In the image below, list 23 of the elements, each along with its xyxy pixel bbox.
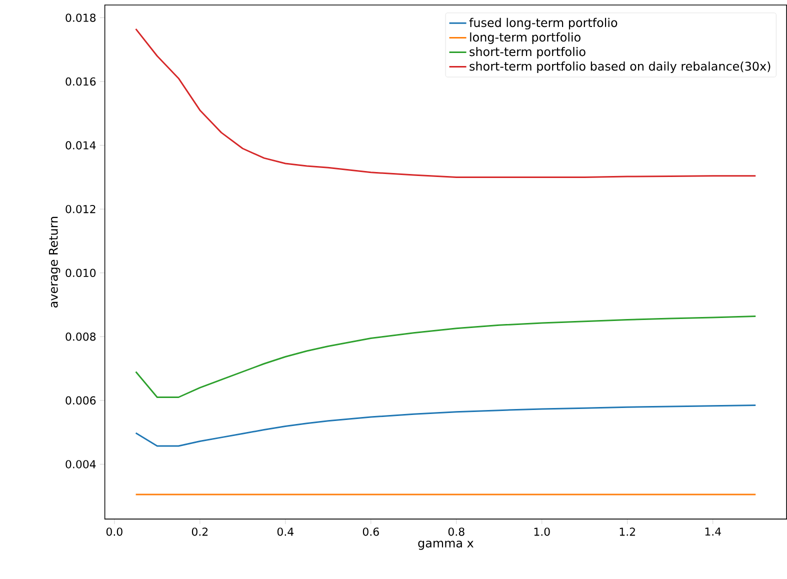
y-tick-label: 0.010 (66, 268, 96, 278)
legend-label: fused long-term portfolio (469, 18, 618, 30)
y-tick-label: 0.006 (66, 396, 96, 405)
x-tick-label: 0.0 (106, 528, 122, 536)
x-tick-label: 1.2 (620, 528, 635, 536)
y-tick-label: 0.008 (66, 332, 96, 341)
line-series (135, 404, 756, 447)
x-tick-label: 1.4 (705, 528, 721, 536)
x-tick-label: 0.2 (192, 528, 208, 536)
x-tick-label: 0.6 (362, 528, 379, 536)
y-tick-label: 0.014 (66, 141, 96, 150)
x-tick-label: 0.4 (277, 528, 294, 536)
legend-label: long-term portfolio (470, 32, 580, 44)
y-axis-title: average Return (48, 216, 60, 308)
x-tick-label: 0.8 (448, 528, 464, 536)
legend-label: short-term portfolio based on daily rebalance(30x) (470, 62, 770, 74)
x-tick-label: 1.0 (534, 528, 550, 536)
y-tick-label: 0.004 (66, 460, 96, 468)
y-tick-label: 0.018 (66, 14, 96, 22)
x-axis-title: gamma x (418, 540, 474, 550)
y-tick-label: 0.012 (66, 204, 96, 214)
y-tick-label: 0.016 (66, 77, 96, 86)
legend-label: short-term portfolio (470, 46, 586, 59)
